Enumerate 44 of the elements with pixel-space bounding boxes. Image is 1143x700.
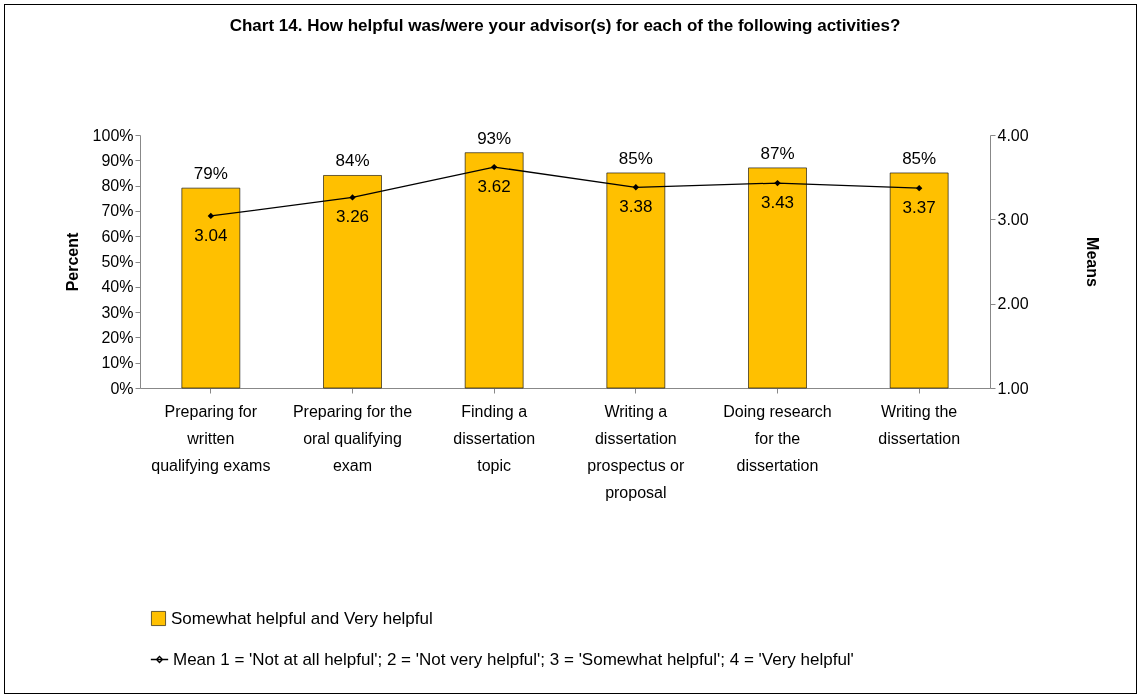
y2-tick-label: 3.00 bbox=[997, 210, 1029, 228]
data-label: 85% bbox=[902, 148, 937, 168]
y-tick-label: 40% bbox=[101, 278, 134, 296]
y-axis-title: Percent bbox=[63, 231, 81, 292]
y-tick-label: 60% bbox=[101, 227, 134, 245]
data-label: 79% bbox=[193, 164, 228, 184]
y-tick-label: 20% bbox=[101, 328, 134, 346]
chart-title: Chart 14. How helpful was/were your advisor(s) for each of the following activities? bbox=[229, 16, 901, 35]
point bbox=[632, 184, 639, 191]
legend-label: Mean 1 = 'Not at all helpful'; 2 = 'Not very helpful'; 3 = 'Somewhat helpful'; 4 = 'Very helpful' bbox=[173, 649, 854, 669]
x-tick-label: Preparing for written qualifying exams bbox=[151, 402, 271, 474]
data-label: 3.26 bbox=[335, 207, 370, 227]
data-label: 87% bbox=[760, 143, 795, 163]
x-tick-label: Finding a dissertation topic bbox=[453, 402, 536, 474]
legend-label: Somewhat helpful and Very helpful bbox=[171, 608, 433, 628]
data-label: 3.37 bbox=[902, 198, 936, 218]
y2-tick-label: 2.00 bbox=[997, 295, 1029, 313]
data-label: 84% bbox=[335, 151, 370, 171]
y2-tick-label: 4.00 bbox=[997, 126, 1029, 144]
y-tick-label: 70% bbox=[101, 202, 134, 220]
y-tick-label: 80% bbox=[101, 177, 134, 195]
data-label: 3.38 bbox=[619, 197, 653, 217]
point bbox=[349, 194, 356, 201]
x-tick-label: Writing the dissertation bbox=[878, 402, 961, 447]
y-tick-label: 0% bbox=[110, 379, 134, 397]
y-tick-label: 50% bbox=[101, 253, 134, 270]
point bbox=[207, 212, 214, 220]
point bbox=[916, 184, 923, 192]
data-label: 3.43 bbox=[760, 193, 795, 213]
data-label: 85% bbox=[618, 148, 653, 168]
x-tick-label: Doing research for the dissertation bbox=[723, 402, 832, 474]
x-tick-label: Writing a dissertation prospectus or proposal bbox=[587, 402, 685, 501]
y-tick-label: 100% bbox=[92, 126, 134, 144]
y2-axis-title: Means bbox=[1083, 237, 1101, 287]
y-tick-label: 10% bbox=[101, 354, 134, 372]
y2-tick-label: 1.00 bbox=[997, 379, 1029, 397]
x-tick-label: Preparing for the oral qualifying exam bbox=[292, 402, 413, 474]
point bbox=[774, 179, 781, 187]
point bbox=[491, 163, 498, 171]
y-tick-label: 90% bbox=[101, 151, 134, 169]
data-label: 93% bbox=[477, 128, 512, 148]
data-label: 3.62 bbox=[477, 177, 511, 197]
y-tick-label: 30% bbox=[101, 303, 134, 321]
data-label: 3.04 bbox=[194, 225, 228, 245]
